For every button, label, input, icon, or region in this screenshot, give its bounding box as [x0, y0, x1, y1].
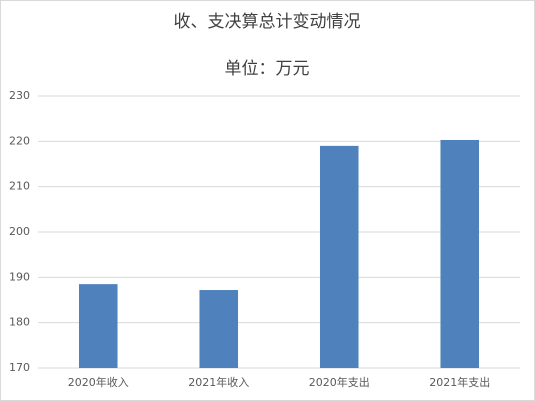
y-tick-label: 190 — [9, 270, 30, 283]
chart-title: 收、支决算总计变动情况 — [174, 12, 361, 32]
x-tick-label: 2020年收入 — [68, 375, 129, 389]
bar — [78, 284, 118, 368]
y-tick-label: 170 — [9, 361, 30, 374]
y-tick-label: 220 — [9, 134, 30, 147]
y-tick-label: 210 — [9, 180, 30, 193]
y-tick-label: 230 — [9, 89, 30, 102]
x-tick-label: 2020年支出 — [309, 375, 370, 389]
y-tick-label: 180 — [9, 316, 30, 329]
y-tick-label: 200 — [9, 225, 30, 238]
x-tick-label: 2021年支出 — [429, 375, 490, 389]
chart-subtitle: 单位：万元 — [225, 59, 310, 79]
bar — [319, 145, 359, 368]
x-tick-label: 2021年收入 — [188, 375, 249, 389]
bar — [199, 290, 239, 368]
bar — [440, 139, 480, 368]
